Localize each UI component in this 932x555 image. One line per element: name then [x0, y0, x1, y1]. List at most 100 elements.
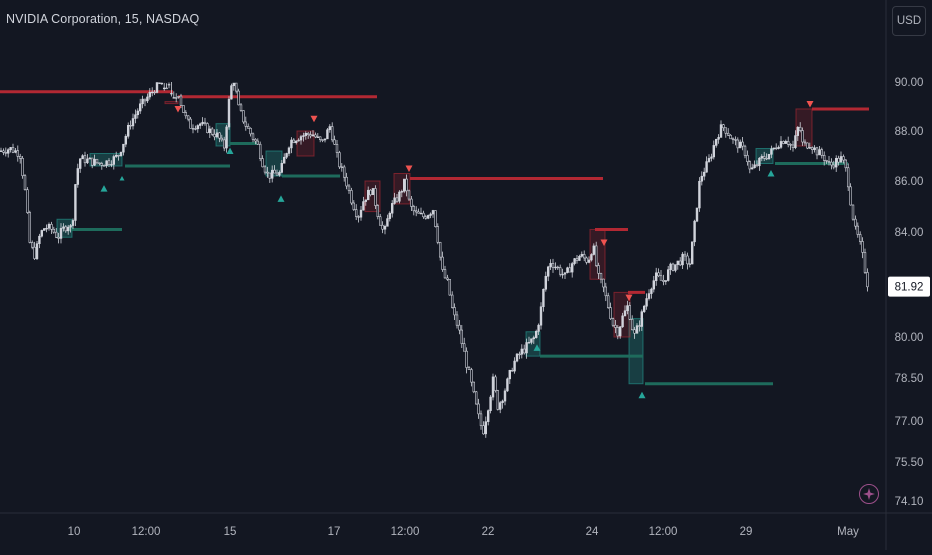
bullish-arrow	[638, 391, 646, 399]
candle-body	[294, 140, 298, 143]
candle-body	[165, 87, 168, 90]
candle	[537, 323, 540, 336]
candle-body	[287, 147, 291, 154]
candle-body	[424, 216, 427, 219]
candle	[784, 139, 788, 144]
candle-body	[818, 149, 821, 156]
candle-body	[820, 149, 824, 156]
candle-body	[510, 370, 514, 372]
candle	[544, 271, 548, 292]
candle	[263, 165, 267, 175]
candle	[4, 147, 8, 157]
candle-body	[328, 126, 331, 131]
candle	[352, 200, 355, 211]
candle	[105, 160, 108, 168]
candle	[647, 289, 651, 301]
candle-body	[513, 360, 516, 372]
candle	[268, 172, 271, 183]
candle-body	[141, 98, 144, 105]
candle	[563, 272, 567, 280]
candle-body	[698, 180, 701, 209]
candle-body	[455, 314, 459, 326]
candle-body	[681, 253, 684, 266]
candle	[748, 160, 752, 174]
candle	[326, 128, 329, 140]
candle	[47, 222, 51, 231]
candle-body	[647, 293, 651, 299]
candle	[412, 204, 415, 216]
candle-body	[352, 202, 355, 210]
candle	[621, 312, 624, 328]
compass-icon[interactable]	[859, 484, 879, 504]
candle	[743, 144, 747, 159]
candle-body	[642, 305, 646, 312]
candle-body	[366, 189, 370, 201]
candle-body	[155, 82, 159, 93]
candle	[393, 192, 396, 205]
candle	[597, 262, 600, 280]
candle-body	[575, 258, 579, 261]
candle-body	[472, 381, 475, 393]
candle	[650, 287, 653, 299]
candle	[789, 143, 792, 151]
candle	[117, 154, 120, 161]
candle-body	[100, 163, 104, 166]
candle	[666, 265, 670, 282]
currency-button[interactable]: USD	[892, 6, 926, 36]
candle-body	[362, 201, 365, 211]
candle	[172, 91, 175, 99]
candle-body	[338, 152, 341, 168]
candle-body	[539, 306, 543, 326]
candle-body	[69, 225, 72, 228]
candle	[618, 325, 622, 339]
candle	[753, 160, 756, 169]
candle-body	[364, 199, 367, 202]
candle-body	[777, 147, 780, 149]
candle-body	[477, 403, 480, 415]
candle-body	[393, 197, 396, 204]
candle	[242, 110, 245, 124]
candle-body	[858, 234, 862, 242]
candle	[158, 82, 161, 84]
candle-body	[117, 154, 120, 157]
candle-body	[429, 213, 432, 216]
candle-body	[479, 413, 483, 426]
candle-body	[738, 141, 742, 149]
candle	[587, 256, 591, 264]
candle-body	[151, 91, 154, 94]
candle	[820, 147, 824, 159]
candle-body	[278, 172, 281, 176]
candle	[230, 83, 233, 100]
candle-body	[570, 263, 574, 273]
candle	[45, 224, 48, 233]
candle	[652, 275, 656, 293]
candle	[830, 158, 833, 170]
candle	[86, 154, 89, 165]
candle-body	[76, 168, 80, 185]
candle	[28, 210, 31, 244]
candle	[837, 155, 840, 166]
candle-body	[256, 140, 259, 145]
candle	[187, 115, 190, 122]
candle-body	[354, 209, 358, 217]
candle-body	[544, 275, 548, 290]
candle	[508, 369, 511, 385]
candle-body	[251, 133, 255, 140]
candle-body	[201, 121, 204, 125]
candle-body	[664, 280, 668, 282]
candle-body	[395, 197, 399, 202]
candle	[330, 122, 334, 143]
candle	[534, 329, 538, 339]
candle-body	[626, 305, 629, 312]
candle	[803, 139, 807, 146]
candle-body	[105, 160, 108, 166]
candle-body	[794, 135, 797, 149]
bearish-arrow	[405, 165, 413, 172]
candle-body	[285, 153, 288, 158]
candle-body	[208, 128, 211, 133]
candle	[244, 116, 247, 131]
candle-body	[654, 272, 658, 281]
candle-body	[462, 343, 466, 352]
